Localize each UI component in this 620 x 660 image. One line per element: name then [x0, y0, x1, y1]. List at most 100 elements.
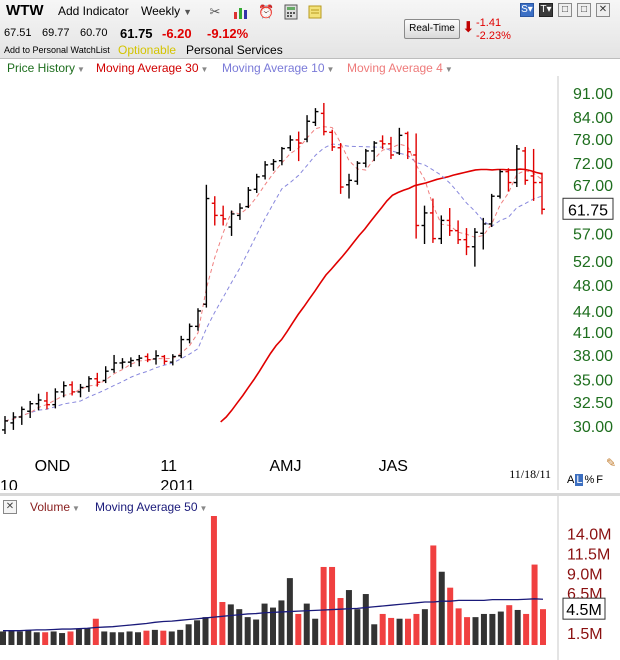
interval-label: Weekly: [141, 4, 181, 18]
ohlc-bar: [421, 205, 428, 245]
ohlc-bar: [236, 203, 243, 220]
volume-bar: [447, 587, 454, 645]
volume-bar: [312, 618, 319, 645]
close-volume-pane-icon[interactable]: ✕: [3, 500, 17, 514]
legend-volume-label: Volume: [30, 500, 71, 514]
ohlc-bar: [102, 366, 109, 384]
close-icon[interactable]: ✕: [596, 3, 610, 17]
legend-price-history-label: Price History: [7, 61, 76, 75]
chevron-down-icon: ▼: [199, 504, 208, 513]
y-tick-label: 67.00: [573, 178, 613, 195]
save-icon[interactable]: □: [558, 3, 572, 17]
scissors-icon[interactable]: ✂: [209, 4, 221, 19]
date-label: 11/18/11: [509, 467, 551, 481]
legend-volume[interactable]: Volume ▼: [30, 500, 80, 514]
legend-ma30[interactable]: Moving Average 30 ▼: [96, 61, 208, 75]
volume-bar: [405, 618, 411, 645]
bar-chart-icon[interactable]: [233, 4, 249, 20]
volume-tick-label: 14.0M: [567, 527, 611, 544]
y-tick-label: 30.00: [573, 419, 613, 436]
change-percent: -9.12%: [207, 26, 249, 41]
rt-change-percent: -2.23%: [476, 30, 511, 42]
pane-divider[interactable]: [0, 493, 620, 496]
ohlc-bar: [211, 196, 218, 226]
ohlc-bar: [153, 350, 160, 365]
ohlc-bar: [127, 357, 134, 368]
volume-bar: [42, 632, 49, 645]
ohlc-bar: [312, 108, 319, 126]
add-indicator-button[interactable]: Add Indicator: [58, 4, 129, 18]
scale-fixed[interactable]: F: [596, 474, 603, 486]
chevron-down-icon: ▼: [77, 65, 85, 74]
price-chart[interactable]: 91.0084.0078.0072.0067.0062.0057.0052.00…: [0, 0, 620, 490]
ohlc-bar: [488, 193, 495, 228]
volume-bar: [168, 631, 175, 645]
ohlc-bar: [119, 358, 126, 369]
add-indicator-label: Add Indicator: [58, 4, 129, 18]
volume-bar: [472, 617, 479, 645]
ohlc-bar: [186, 323, 193, 344]
legend-ma10[interactable]: Moving Average 10 ▼: [222, 61, 334, 75]
ohlc-bar: [253, 173, 260, 193]
ohlc-bar: [522, 146, 529, 185]
scale-percent[interactable]: %: [584, 474, 595, 486]
volume-bar: [75, 629, 82, 645]
tools-menu-icon[interactable]: T▾: [539, 3, 553, 17]
volume-tick-label: 11.5M: [567, 546, 610, 563]
ohlc-bar: [337, 143, 344, 194]
ohlc-bar: [362, 148, 369, 168]
volume-bar: [506, 605, 513, 645]
scale-auto[interactable]: A: [567, 474, 575, 486]
volume-bar: [540, 609, 546, 645]
ma30-line: [220, 168, 543, 423]
ohlc-bar: [220, 205, 227, 226]
ma10-line: [4, 143, 543, 422]
share-menu-icon[interactable]: S▾: [520, 3, 534, 17]
volume-bar: [329, 566, 336, 645]
ohlc-bar: [203, 184, 210, 308]
ohlc-bar: [60, 381, 67, 398]
add-watchlist-link[interactable]: Add to Personal WatchList: [4, 45, 110, 55]
ohlc-bar: [144, 353, 151, 363]
calculator-icon[interactable]: [283, 4, 299, 20]
pencil-icon[interactable]: ✎: [606, 456, 617, 470]
volume-bar: [109, 632, 116, 645]
ohlc-bar: [111, 354, 118, 373]
scale-selector[interactable]: A L% F: [566, 474, 604, 486]
sector-label[interactable]: Personal Services: [186, 43, 283, 57]
volume-bar: [236, 609, 243, 645]
symbol-label[interactable]: WTW: [6, 2, 44, 19]
volume-bar: [396, 618, 403, 645]
legend-ma4[interactable]: Moving Average 4 ▼: [347, 61, 453, 75]
last-price-box: [562, 197, 614, 220]
volume-bar: [177, 629, 184, 645]
ohlc-bar: [52, 388, 59, 409]
realtime-change: -1.41 -2.23%: [476, 17, 511, 43]
y-tick-label: 84.00: [573, 110, 613, 127]
volume-bar: [413, 613, 420, 645]
legend-volume-ma[interactable]: Moving Average 50 ▼: [95, 500, 207, 514]
ohlc-bar: [85, 376, 92, 392]
volume-bar: [59, 633, 66, 645]
interval-dropdown[interactable]: Weekly ▼: [141, 4, 192, 18]
ohlc-bar: [455, 220, 462, 245]
x-axis-label: 11: [160, 458, 177, 475]
realtime-button[interactable]: Real-Time: [404, 19, 460, 39]
legend-price-history[interactable]: Price History ▼: [7, 61, 85, 75]
ohlc-bar: [278, 146, 285, 166]
volume-bar: [345, 590, 352, 645]
ohlc-bar: [505, 168, 512, 192]
maximize-icon[interactable]: □: [577, 3, 591, 17]
y-tick-label: 52.00: [573, 254, 613, 271]
volume-bar: [92, 618, 99, 645]
scale-log[interactable]: L: [575, 474, 584, 486]
ohlc-bar: [304, 115, 311, 143]
note-icon[interactable]: [307, 4, 323, 20]
volume-tick-label: 1.5M: [567, 626, 603, 643]
ohlc-bar: [379, 135, 386, 149]
alarm-clock-icon[interactable]: ⏰: [258, 4, 275, 19]
ohlc-bar: [438, 215, 445, 245]
ohlc-bar: [396, 127, 403, 155]
ohlc-bar: [43, 391, 50, 410]
volume-ma-line: [3, 598, 544, 632]
